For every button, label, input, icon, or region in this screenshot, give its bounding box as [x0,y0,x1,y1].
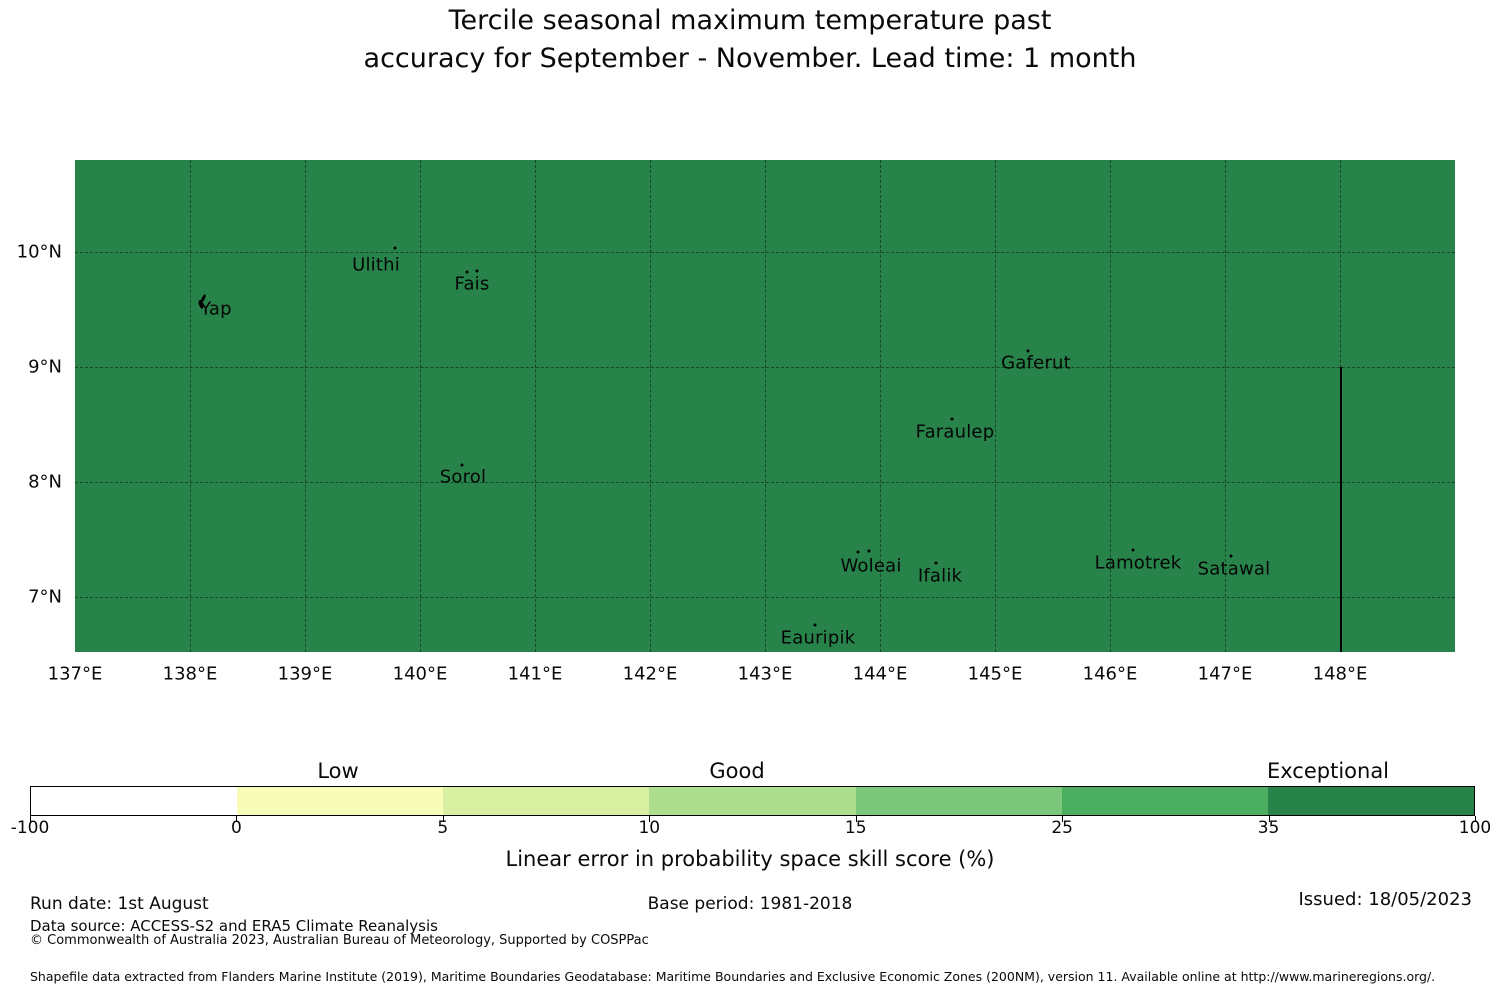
parallel-gridline [75,367,1455,368]
map-plot: Yap Ulithi Fais Sorol Gaferut Faraulep Woleai I… [75,160,1455,652]
lon-tick-label: 141°E [507,663,563,685]
colorbar-tick [30,816,31,822]
colorbar-tick-label: 5 [437,818,449,838]
island-label-lamotrek: Lamotrek [1094,552,1182,574]
colorbar-segment [31,787,238,815]
colorbar-zone-label-exceptional: Exceptional [1266,759,1390,783]
copyright-text: © Commonwealth of Australia 2023, Austra… [30,933,649,948]
parallel-gridline [75,597,1455,598]
island-dot [813,623,817,627]
meridian-gridline [650,160,651,652]
lon-tick-label: 146°E [1082,663,1138,685]
lon-tick-label: 148°E [1312,663,1368,685]
parallel-gridline [75,252,1455,253]
colorbar-segment [237,787,444,815]
meridian-gridline [880,160,881,652]
island-label-ifalik: Ifalik [917,565,963,587]
lon-tick-label: 145°E [967,663,1023,685]
issued-date-text: Issued: 18/05/2023 [1298,889,1472,910]
colorbar-tick-label: 0 [231,818,242,838]
colorbar-tick-label: 10 [638,818,661,838]
chart-title: Tercile seasonal maximum temperature pas… [0,2,1500,78]
run-date-text: Run date: 1st August [30,894,209,914]
base-period-text: Base period: 1981-2018 [647,894,853,914]
colorbar-tick [236,816,238,822]
colorbar-segment [649,787,856,815]
colorbar-tick [1475,816,1476,822]
lat-tick-label: 8°N [28,471,62,493]
colorbar-bar [30,786,1475,816]
island-dot [1026,349,1030,353]
lon-tick-label: 147°E [1197,663,1253,685]
colorbar-tick [1268,816,1270,822]
island-dot [465,270,469,274]
island-dot [867,549,871,553]
lat-tick-label: 9°N [28,356,62,378]
lat-tick-label: 10°N [16,241,62,263]
colorbar-segment [855,787,1062,815]
colorbar-tick [649,816,651,822]
meridian-gridline [535,160,536,652]
island-dot [856,550,860,554]
colorbar-caption: Linear error in probability space skill … [505,847,995,871]
chart-title-line1: Tercile seasonal maximum temperature pas… [448,5,1052,36]
meridian-gridline [1225,160,1226,652]
shapefile-credit-text: Shapefile data extracted from Flanders M… [30,969,1436,984]
meridian-gridline [305,160,306,652]
lon-tick-label: 144°E [852,663,908,685]
island-label-ulithi: Ulithi [352,254,400,276]
island-dot [1229,554,1233,558]
island-label-satawal: Satawal [1197,558,1271,580]
lon-tick-label: 143°E [737,663,793,685]
island-label-sorol: Sorol [439,466,487,488]
island-dot [950,417,954,421]
meridian-gridline [420,160,421,652]
island-label-yap: Yap [200,298,232,320]
colorbar-tick [1062,816,1064,822]
island-dot [460,463,464,467]
colorbar-tick-label: 35 [1257,818,1280,838]
island-label-fais: Fais [454,273,490,295]
island-dot [393,246,397,250]
lon-tick-label: 137°E [47,663,103,685]
island-label-faraulep: Faraulep [915,421,995,443]
colorbar-segment [1061,787,1268,815]
meridian-gridline [995,160,996,652]
meridian-gridline [190,160,191,652]
eez-boundary-line [1340,367,1342,652]
island-dot [1131,548,1135,552]
island-label-eauripik: Eauripik [780,627,856,649]
meridian-gridline [765,160,766,652]
island-dot [475,269,479,273]
colorbar-segment [1267,787,1474,815]
colorbar-zone-label-good: Good [709,759,765,783]
island-label-gaferut: Gaferut [1001,352,1071,374]
colorbar-tick-label: 25 [1051,818,1073,838]
island-dot [934,561,938,565]
lon-tick-label: 139°E [277,663,333,685]
colorbar-tick [442,816,444,822]
chart-title-line2: accuracy for September - November. Lead … [363,43,1137,74]
colorbar-segment [443,787,650,815]
colorbar-zone-label-low: Low [317,759,359,783]
colorbar-tick-label: 100 [1458,818,1492,838]
parallel-gridline [75,482,1455,483]
colorbar-tick-label: -100 [10,818,50,838]
lat-tick-label: 7°N [28,586,62,608]
meridian-gridline [1110,160,1111,652]
colorbar-tick-label: 15 [844,818,867,838]
lon-tick-label: 140°E [392,663,448,685]
lon-tick-label: 142°E [622,663,678,685]
lon-tick-label: 138°E [162,663,218,685]
data-source-text: Data source: ACCESS-S2 and ERA5 Climate … [30,917,438,935]
island-label-woleai: Woleai [840,555,902,577]
colorbar-tick [855,816,857,822]
